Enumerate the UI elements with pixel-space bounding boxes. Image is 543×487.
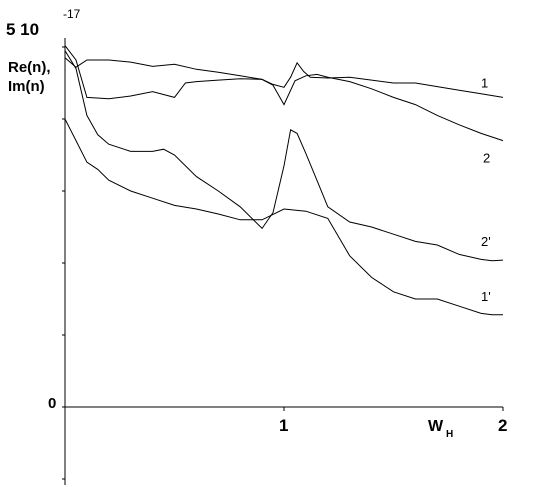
series-label: 2 bbox=[483, 151, 490, 166]
y-axis-label-line: Im(n) bbox=[8, 78, 45, 95]
y-scale-mantissa: 5 10 bbox=[6, 20, 39, 39]
series-line bbox=[64, 45, 504, 142]
y-tick-label: 0 bbox=[48, 395, 56, 412]
series-line bbox=[64, 118, 503, 316]
y-scale-exponent: -17 bbox=[63, 7, 81, 21]
y-axis-label-line: Re(n), bbox=[8, 59, 51, 76]
series-label: 1' bbox=[481, 289, 491, 304]
series-label: 1 bbox=[481, 75, 488, 90]
x-axis-label-main: W bbox=[428, 418, 444, 435]
x-tick-label: 1 bbox=[279, 416, 288, 435]
series-line bbox=[64, 50, 504, 262]
y-ticks: 0 bbox=[48, 46, 65, 480]
y-axis-label: Re(n), Im(n) bbox=[8, 59, 51, 95]
x-tick-label: 2 bbox=[498, 416, 507, 435]
x-axis-label-subscript: H bbox=[446, 429, 453, 440]
series-layer: 1 2 2' 1' bbox=[64, 45, 504, 316]
x-axis-label: W H bbox=[428, 418, 453, 440]
series-label: 2' bbox=[481, 234, 491, 249]
series-line bbox=[64, 57, 504, 98]
